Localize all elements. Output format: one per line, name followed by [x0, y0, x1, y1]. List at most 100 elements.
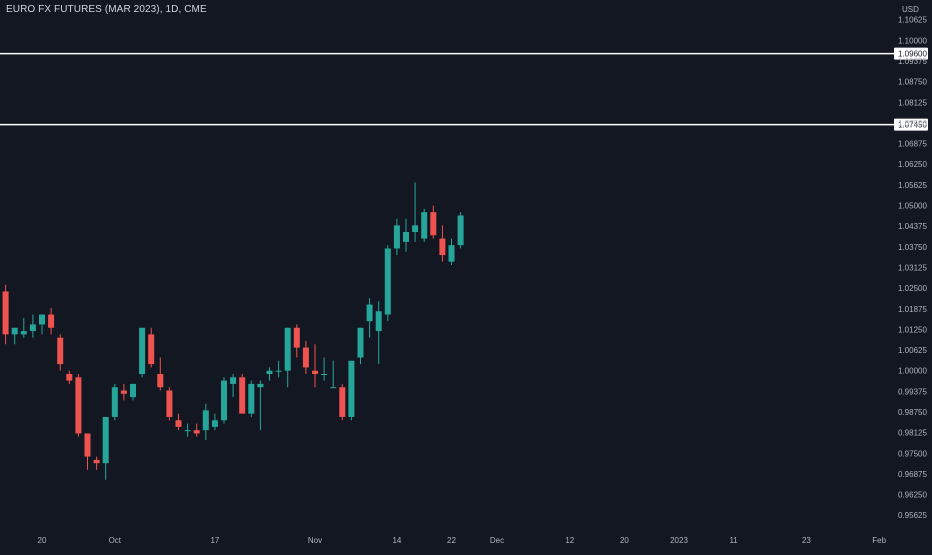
candle-body [93, 459, 100, 464]
level-price-tag [894, 118, 928, 131]
candle-body [430, 212, 437, 236]
candle [384, 245, 391, 322]
time-axis-tick-label: 2023 [670, 536, 688, 545]
candle-body [439, 238, 446, 256]
price-axis-tick-label: 0.98125 [898, 429, 927, 438]
price-axis-tick-label: 0.95625 [898, 511, 927, 520]
price-axis-tick-label: 1.02500 [898, 284, 927, 293]
price-axis-tick-label: 1.08125 [898, 98, 927, 107]
candle-body [321, 374, 328, 376]
price-axis-tick-label: 1.03125 [898, 263, 927, 272]
candle [330, 360, 337, 389]
price-axis-tick-label: 1.10625 [898, 16, 927, 25]
candle-body [302, 347, 309, 368]
time-axis-tick-label: Nov [308, 536, 322, 545]
candle [20, 317, 27, 338]
candle-body [111, 387, 118, 417]
time-axis[interactable]: 20 Oct 17 Nov 14 22 Dec 12 20 2023 11 23 Feb [38, 536, 887, 545]
time-axis-tick-label: 20 [38, 536, 47, 545]
candle-body [102, 416, 109, 464]
candle [48, 307, 55, 335]
price-axis-tick-label: 0.98750 [898, 408, 927, 417]
candle-body [57, 337, 64, 365]
candle-body [193, 430, 200, 434]
price-axis[interactable]: USD 1.10625 1.10000 1.09375 1.08750 1.08125 1… [898, 5, 927, 520]
candle-body [375, 311, 382, 332]
candle [230, 374, 237, 398]
candle [102, 416, 109, 480]
candle [348, 360, 355, 421]
candle [57, 334, 64, 371]
time-axis-tick-label: Feb [872, 536, 886, 545]
candle [393, 218, 400, 256]
candle [2, 284, 9, 345]
candle-body [348, 360, 355, 417]
price-axis-tick-label: 1.07500 [898, 119, 927, 128]
candle-body [75, 377, 82, 434]
candle [439, 225, 446, 262]
chart-title: EURO FX FUTURES (MAR 2023), 1D, CME [6, 4, 207, 15]
candle-body [120, 390, 127, 394]
price-axis-tick-label: 1.09375 [898, 57, 927, 66]
candle [248, 380, 255, 417]
time-axis-tick-label: 11 [729, 536, 738, 545]
candle-body [457, 215, 464, 246]
candle-body [403, 231, 409, 242]
candle-body [175, 420, 182, 427]
candle [93, 456, 100, 470]
candle [139, 327, 146, 378]
candle-body [48, 314, 55, 328]
candle [293, 324, 300, 358]
price-axis-tick-label: 1.05625 [898, 181, 927, 190]
candle-body [39, 314, 45, 325]
candle [211, 413, 218, 431]
candle-body [148, 334, 155, 365]
price-axis-tick-label: 1.06250 [898, 160, 927, 169]
price-axis-tick-label: 1.10000 [898, 36, 927, 45]
time-axis-tick-label: Oct [109, 536, 122, 545]
candle-body [284, 327, 291, 371]
candle [239, 374, 246, 414]
level-price-label: 1.07450 [898, 121, 927, 130]
price-axis-tick-label: 1.05000 [898, 202, 927, 211]
candle [302, 340, 309, 375]
candle-body [448, 245, 455, 262]
candle-body [257, 383, 264, 388]
candle-body [393, 225, 400, 249]
level-price-tag [894, 47, 928, 60]
price-axis-tick-label: 0.96875 [898, 470, 927, 479]
candle-body [366, 304, 373, 322]
candle-body [339, 387, 346, 417]
candle-body [230, 377, 237, 384]
candle-body [248, 383, 255, 414]
candle-body [184, 430, 191, 432]
candle [357, 327, 364, 365]
price-axis-tick-label: 0.97500 [898, 449, 927, 458]
candle [266, 367, 273, 381]
time-axis-tick-label: Dec [490, 536, 504, 545]
candle [166, 387, 173, 421]
price-axis-currency: USD [902, 5, 919, 14]
candle-body [312, 370, 318, 375]
candle [111, 383, 118, 421]
candle-body [130, 383, 136, 398]
candle-body [357, 327, 364, 358]
candle [375, 301, 382, 365]
price-axis-tick-label: 1.03750 [898, 243, 927, 252]
candle-body [412, 225, 419, 232]
candle-body [211, 420, 218, 427]
candle-body [2, 291, 9, 335]
candle [130, 383, 136, 401]
candle [321, 357, 328, 381]
price-axis-tick-label: 1.00000 [898, 367, 927, 376]
price-axis-tick-label: 1.01875 [898, 305, 927, 314]
time-axis-tick-label: 22 [447, 536, 456, 545]
candle [284, 327, 291, 388]
candle-body [293, 327, 300, 348]
price-axis-tick-label: 1.04375 [898, 222, 927, 231]
candle [193, 423, 200, 437]
candle [421, 208, 428, 242]
candle [275, 360, 282, 378]
